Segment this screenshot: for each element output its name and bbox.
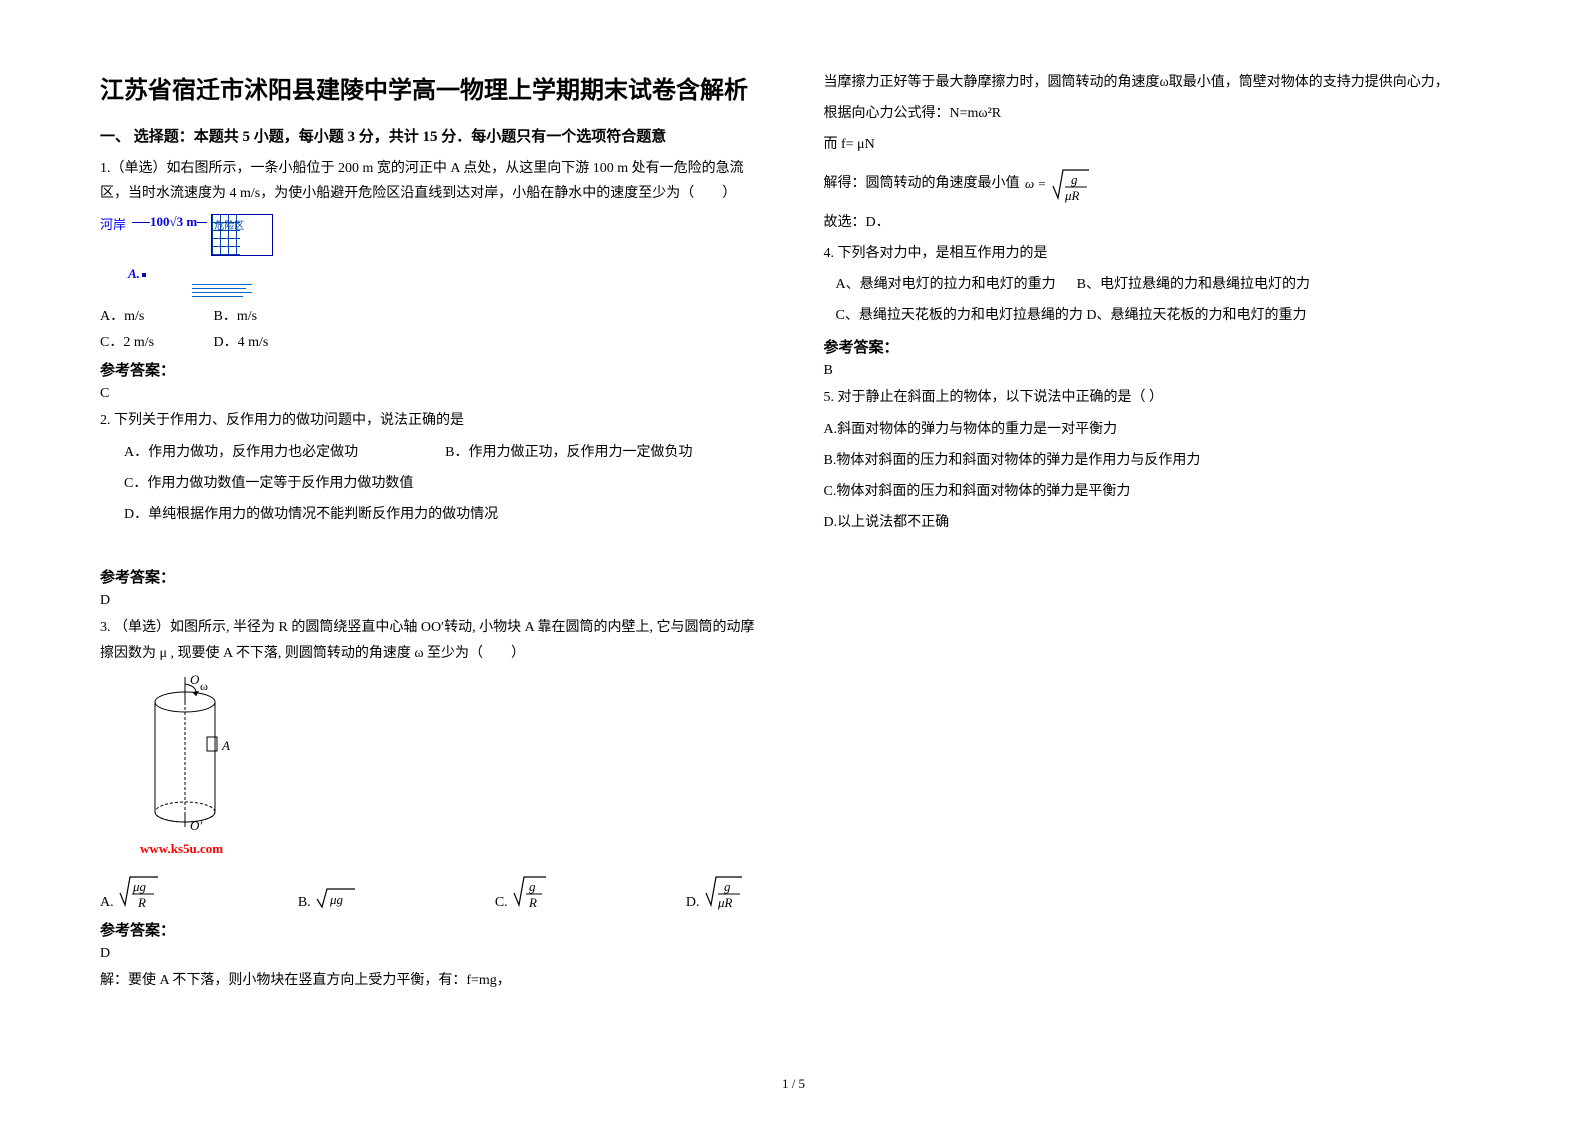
svg-text:A: A	[221, 738, 230, 753]
q3-sol-4: 而 f= μN	[824, 132, 1488, 157]
svg-text:R: R	[137, 895, 146, 910]
q3-sol-6: 故选：D．	[824, 210, 1488, 235]
q3-sol-2: 当摩擦力正好等于最大静摩擦力时，圆筒转动的角速度ω取最小值，筒壁对物体的支持力提…	[824, 70, 1488, 95]
q5-opt-c: C.物体对斜面的压力和斜面对物体的弹力是平衡力	[824, 479, 1488, 504]
sqrt-g-over-mur-icon: g μR	[704, 871, 744, 911]
q2-answer-label: 参考答案：	[100, 566, 764, 587]
q4-answer-label: 参考答案：	[824, 336, 1488, 357]
q1-text: 1.（单选）如右图所示，一条小船位于 200 m 宽的河正中 A 点处，从这里向…	[100, 156, 764, 206]
q1-opt-c: C．2 m/s	[100, 331, 210, 351]
q2-text: 2. 下列关于作用力、反作用力的做功问题中，说法正确的是	[100, 408, 764, 433]
q3-text: 3. （单选）如图所示, 半径为 R 的圆筒绕竖直中心轴 OO′转动, 小物块 …	[100, 615, 764, 665]
q2-opt-d: D．单纯根据作用力的做功情况不能判断反作用力的做功情况	[100, 502, 764, 527]
q1-opt-a: A．m/s	[100, 305, 210, 325]
q3-options: A. μg R B. μg C. g R D.	[100, 871, 764, 911]
q1-options-row1: A．m/s B．m/s	[100, 305, 764, 325]
q4-opts-ab: A、悬绳对电灯的拉力和电灯的重力 B、电灯拉悬绳的力和悬绳拉电灯的力	[824, 272, 1488, 297]
q1-answer-label: 参考答案：	[100, 359, 764, 380]
sqrt-g-over-r-icon: g R	[512, 871, 548, 911]
q1-opt-b: B．m/s	[214, 305, 258, 325]
q2-opt-a: A．作用力做功，反作用力也必定做功	[100, 445, 358, 460]
q1-opt-d: D．4 m/s	[214, 331, 269, 351]
q5-text: 5. 对于静止在斜面上的物体，以下说法中正确的是（ ）	[824, 385, 1488, 410]
svg-text:μR: μR	[1064, 188, 1080, 203]
q4-opt-c: C、悬绳拉天花板的力和电灯拉悬绳的力	[836, 308, 1083, 323]
q3-answer: D	[100, 946, 764, 962]
wave-lines	[192, 284, 252, 297]
q1-answer: C	[100, 386, 764, 402]
svg-text:R: R	[528, 895, 537, 910]
q3-opt-d: D. g μR	[686, 871, 744, 911]
document-title: 江苏省宿迁市沭阳县建陵中学高一物理上学期期末试卷含解析	[100, 70, 764, 105]
q2-opts-ab: A．作用力做功，反作用力也必定做功 B．作用力做正功，反作用力一定做负功	[100, 440, 764, 465]
q4-opt-d: D、悬绳拉天花板的力和电灯的重力	[1086, 308, 1306, 323]
q3-answer-label: 参考答案：	[100, 919, 764, 940]
cylinder-svg: O ω A O′	[140, 672, 240, 832]
danger-zone-box: 危险区	[211, 214, 273, 256]
svg-text:μg: μg	[132, 879, 147, 894]
page-content: 江苏省宿迁市沭阳县建陵中学高一物理上学期期末试卷含解析 一、 选择题：本题共 5…	[0, 0, 1587, 1050]
q3-sol-1: 解：要使 A 不下落，则小物块在竖直方向上受力平衡，有：f=mg，	[100, 968, 764, 993]
spacer	[100, 533, 764, 558]
svg-text:g: g	[529, 879, 536, 894]
q1-diagram: 河岸 100√3 m 危险区 A.	[100, 214, 764, 297]
source-url: www.ks5u.com	[140, 841, 764, 857]
q4-opt-b: B、电灯拉悬绳的力和悬绳拉电灯的力	[1077, 277, 1310, 292]
q3-sol-5: 解得：圆筒转动的角速度最小值 ω = g μR	[824, 164, 1488, 204]
q2-opt-c: C．作用力做功数值一定等于反作用力做功数值	[100, 471, 764, 496]
river-bank-label: 河岸	[100, 214, 126, 233]
danger-label: 危险区	[214, 217, 244, 232]
svg-text:μR: μR	[717, 895, 733, 910]
svg-text:ω: ω	[200, 679, 208, 693]
svg-text:g: g	[1071, 172, 1078, 187]
q3-opt-a: A. μg R	[100, 871, 160, 911]
q5-opt-a: A.斜面对物体的弹力与物体的重力是一对平衡力	[824, 417, 1488, 442]
q3-opt-c: C. g R	[495, 871, 548, 911]
q5-opt-b: B.物体对斜面的压力和斜面对物体的弹力是作用力与反作用力	[824, 448, 1488, 473]
q4-answer: B	[824, 363, 1488, 379]
q3-cylinder-diagram: O ω A O′	[140, 672, 764, 837]
q2-opt-b: B．作用力做正功，反作用力一定做负功	[445, 445, 692, 460]
svg-text:ω =: ω =	[1025, 176, 1046, 191]
sqrt-mug-over-r-icon: μg R	[118, 871, 160, 911]
section-1-header: 一、 选择题：本题共 5 小题，每小题 3 分，共计 15 分．每小题只有一个选…	[100, 125, 764, 146]
q3-opt-b: B. μg	[298, 885, 357, 911]
q5-opt-d: D.以上说法都不正确	[824, 510, 1488, 535]
page-footer: 1 / 5	[0, 1076, 1587, 1092]
svg-text:μg: μg	[329, 892, 344, 907]
q2-answer: D	[100, 593, 764, 609]
svg-text:O′: O′	[190, 818, 202, 832]
svg-text:O: O	[190, 672, 200, 687]
omega-formula-icon: ω = g μR	[1023, 164, 1093, 204]
svg-text:g: g	[724, 879, 731, 894]
q4-opts-cd: C、悬绳拉天花板的力和电灯拉悬绳的力 D、悬绳拉天花板的力和电灯的重力	[824, 303, 1488, 328]
q3-sol-3: 根据向心力公式得：N=mω²R	[824, 101, 1488, 126]
river-distance: 100√3 m	[150, 214, 197, 230]
sqrt-mug-icon: μg	[315, 885, 357, 911]
point-A-label: A.	[100, 266, 764, 282]
q4-opt-a: A、悬绳对电灯的拉力和电灯的重力	[836, 277, 1056, 292]
q4-text: 4. 下列各对力中，是相互作用力的是	[824, 241, 1488, 266]
q1-options-row2: C．2 m/s D．4 m/s	[100, 331, 764, 351]
